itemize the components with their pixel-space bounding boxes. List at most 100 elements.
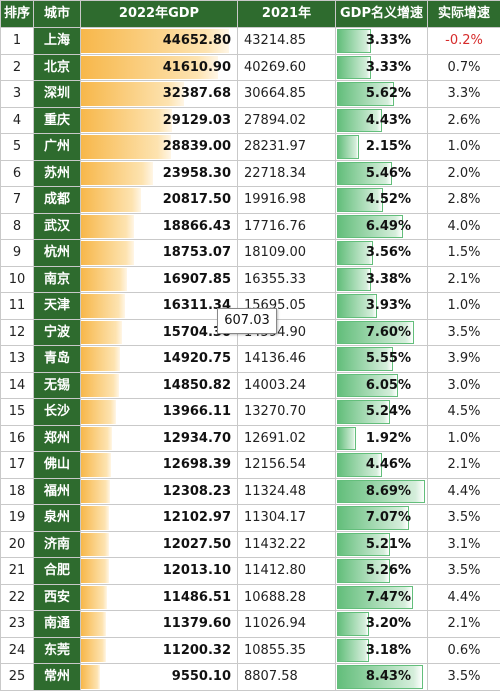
rank-cell[interactable]: 21 (1, 558, 34, 585)
real-growth-cell[interactable]: 3.3% (428, 81, 500, 108)
nominal-growth-cell[interactable]: 8.43% (336, 664, 428, 691)
rank-cell[interactable]: 11 (1, 293, 34, 320)
city-cell[interactable]: 福州 (34, 478, 81, 505)
nominal-growth-cell[interactable]: 2.15% (336, 134, 428, 161)
gdp-2021-cell[interactable]: 12691.02 (238, 425, 336, 452)
rank-cell[interactable]: 6 (1, 160, 34, 187)
real-growth-cell[interactable]: 2.1% (428, 266, 500, 293)
gdp-2021-cell[interactable]: 11412.80 (238, 558, 336, 585)
nominal-growth-cell[interactable]: 3.20% (336, 611, 428, 638)
gdp-2021-cell[interactable]: 14003.24 (238, 372, 336, 399)
real-growth-cell[interactable]: 3.9% (428, 346, 500, 373)
nominal-growth-cell[interactable]: 6.49% (336, 213, 428, 240)
gdp-2022-cell[interactable]: 18753.07 (81, 240, 238, 267)
city-cell[interactable]: 常州 (34, 664, 81, 691)
header-gdp-2021[interactable]: 2021年 (238, 1, 336, 28)
rank-cell[interactable]: 23 (1, 611, 34, 638)
rank-cell[interactable]: 20 (1, 531, 34, 558)
rank-cell[interactable]: 5 (1, 134, 34, 161)
gdp-2021-cell[interactable]: 13270.70 (238, 399, 336, 426)
city-cell[interactable]: 天津 (34, 293, 81, 320)
gdp-2021-cell[interactable]: 11026.94 (238, 611, 336, 638)
rank-cell[interactable]: 10 (1, 266, 34, 293)
gdp-2021-cell[interactable]: 43214.85 (238, 28, 336, 55)
nominal-growth-cell[interactable]: 1.92% (336, 425, 428, 452)
real-growth-cell[interactable]: 3.5% (428, 558, 500, 585)
gdp-2021-cell[interactable]: 12156.54 (238, 452, 336, 479)
header-nominal-growth[interactable]: GDP名义增速 (336, 1, 428, 28)
city-cell[interactable]: 南通 (34, 611, 81, 638)
gdp-2022-cell[interactable]: 9550.10 (81, 664, 238, 691)
city-cell[interactable]: 泉州 (34, 505, 81, 532)
gdp-2022-cell[interactable]: 20817.50 (81, 187, 238, 214)
rank-cell[interactable]: 22 (1, 584, 34, 611)
real-growth-cell[interactable]: 4.4% (428, 478, 500, 505)
real-growth-cell[interactable]: 1.5% (428, 240, 500, 267)
real-growth-cell[interactable]: 4.4% (428, 584, 500, 611)
city-cell[interactable]: 深圳 (34, 81, 81, 108)
real-growth-cell[interactable]: 3.0% (428, 372, 500, 399)
nominal-growth-cell[interactable]: 4.52% (336, 187, 428, 214)
city-cell[interactable]: 合肥 (34, 558, 81, 585)
real-growth-cell[interactable]: 3.5% (428, 505, 500, 532)
gdp-2022-cell[interactable]: 16907.85 (81, 266, 238, 293)
real-growth-cell[interactable]: 1.0% (428, 134, 500, 161)
rank-cell[interactable]: 16 (1, 425, 34, 452)
city-cell[interactable]: 佛山 (34, 452, 81, 479)
gdp-2021-cell[interactable]: 22718.34 (238, 160, 336, 187)
city-cell[interactable]: 苏州 (34, 160, 81, 187)
nominal-growth-cell[interactable]: 5.24% (336, 399, 428, 426)
city-cell[interactable]: 无锡 (34, 372, 81, 399)
header-real-growth[interactable]: 实际增速 (428, 1, 500, 28)
gdp-2021-cell[interactable]: 11304.17 (238, 505, 336, 532)
rank-cell[interactable]: 3 (1, 81, 34, 108)
gdp-2022-cell[interactable]: 14920.75 (81, 346, 238, 373)
gdp-2021-cell[interactable]: 18109.00 (238, 240, 336, 267)
gdp-2022-cell[interactable]: 28839.00 (81, 134, 238, 161)
nominal-growth-cell[interactable]: 5.21% (336, 531, 428, 558)
rank-cell[interactable]: 9 (1, 240, 34, 267)
city-cell[interactable]: 广州 (34, 134, 81, 161)
gdp-2022-cell[interactable]: 16311.34 (81, 293, 238, 320)
city-cell[interactable]: 济南 (34, 531, 81, 558)
city-cell[interactable]: 成都 (34, 187, 81, 214)
gdp-2022-cell[interactable]: 13966.11 (81, 399, 238, 426)
gdp-2021-cell[interactable]: 8807.58 (238, 664, 336, 691)
real-growth-cell[interactable]: 2.8% (428, 187, 500, 214)
city-cell[interactable]: 青岛 (34, 346, 81, 373)
real-growth-cell[interactable]: 0.7% (428, 54, 500, 81)
gdp-2022-cell[interactable]: 32387.68 (81, 81, 238, 108)
gdp-2022-cell[interactable]: 12102.97 (81, 505, 238, 532)
gdp-2021-cell[interactable]: 14136.46 (238, 346, 336, 373)
header-city[interactable]: 城市 (34, 1, 81, 28)
gdp-2021-cell[interactable]: 17716.76 (238, 213, 336, 240)
nominal-growth-cell[interactable]: 3.56% (336, 240, 428, 267)
rank-cell[interactable]: 15 (1, 399, 34, 426)
city-cell[interactable]: 郑州 (34, 425, 81, 452)
rank-cell[interactable]: 7 (1, 187, 34, 214)
city-cell[interactable]: 武汉 (34, 213, 81, 240)
real-growth-cell[interactable]: 3.5% (428, 664, 500, 691)
gdp-2022-cell[interactable]: 12698.39 (81, 452, 238, 479)
nominal-growth-cell[interactable]: 7.47% (336, 584, 428, 611)
gdp-2022-cell[interactable]: 11200.32 (81, 637, 238, 664)
real-growth-cell[interactable]: 1.0% (428, 425, 500, 452)
gdp-2022-cell[interactable]: 11379.60 (81, 611, 238, 638)
rank-cell[interactable]: 25 (1, 664, 34, 691)
city-cell[interactable]: 北京 (34, 54, 81, 81)
gdp-2022-cell[interactable]: 12027.50 (81, 531, 238, 558)
rank-cell[interactable]: 13 (1, 346, 34, 373)
gdp-2022-cell[interactable]: 41610.90 (81, 54, 238, 81)
gdp-2021-cell[interactable]: 28231.97 (238, 134, 336, 161)
city-cell[interactable]: 东莞 (34, 637, 81, 664)
gdp-2021-cell[interactable]: 16355.33 (238, 266, 336, 293)
city-cell[interactable]: 重庆 (34, 107, 81, 134)
nominal-growth-cell[interactable]: 5.55% (336, 346, 428, 373)
gdp-2022-cell[interactable]: 12308.23 (81, 478, 238, 505)
real-growth-cell[interactable]: 2.1% (428, 611, 500, 638)
nominal-growth-cell[interactable]: 4.43% (336, 107, 428, 134)
nominal-growth-cell[interactable]: 7.07% (336, 505, 428, 532)
nominal-growth-cell[interactable]: 7.60% (336, 319, 428, 346)
city-cell[interactable]: 长沙 (34, 399, 81, 426)
header-rank[interactable]: 排序 (1, 1, 34, 28)
